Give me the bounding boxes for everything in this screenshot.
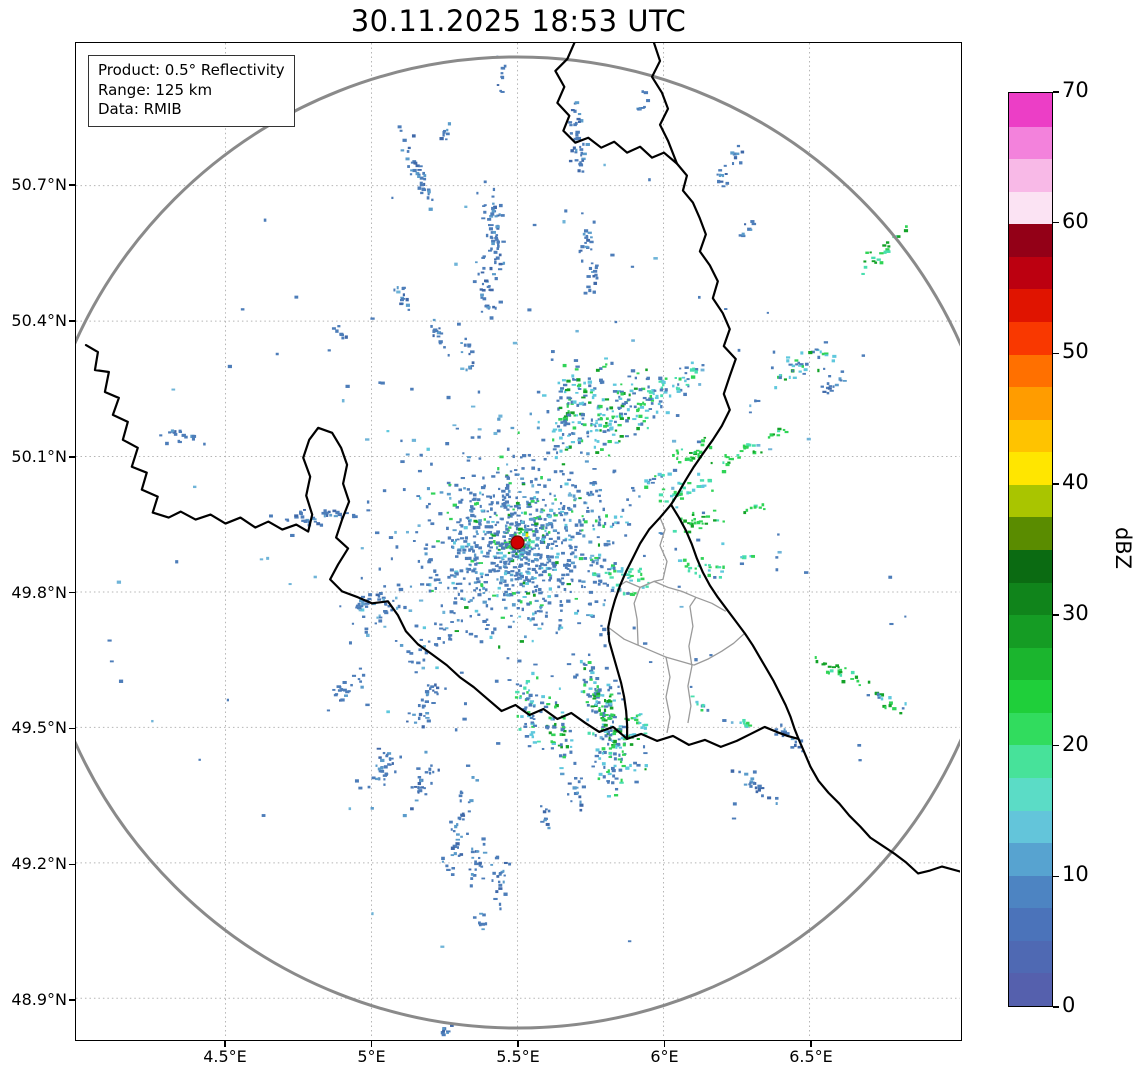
region-borders: [607, 517, 746, 734]
colorbar-band: [1009, 842, 1052, 876]
x-tick-mark: [663, 1041, 666, 1047]
chart-title: 30.11.2025 18:53 UTC: [350, 4, 687, 38]
y-tick-label: 50.7°N: [11, 175, 67, 195]
colorbar-band: [1009, 516, 1052, 550]
y-tick-label: 48.9°N: [11, 990, 67, 1010]
colorbar-band: [1009, 940, 1052, 974]
colorbar-band: [1009, 451, 1052, 485]
plot-area: Product: 0.5° Reflectivity Range: 125 km…: [75, 42, 962, 1041]
radar-location-marker: [510, 535, 525, 550]
info-range: Range: 125 km: [98, 80, 213, 99]
colorbar-band: [1009, 647, 1052, 681]
colorbar-band: [1009, 679, 1052, 713]
colorbar-tick-label: 40: [1062, 470, 1089, 495]
colorbar-tick-mark: [1053, 483, 1059, 485]
colorbar-band: [1009, 972, 1052, 1006]
y-tick-label: 50.1°N: [11, 446, 67, 466]
colorbar-tick-label: 30: [1062, 600, 1089, 625]
colorbar-tick-mark: [1053, 1006, 1059, 1008]
colorbar-band: [1009, 549, 1052, 583]
colorbar-label: dBZ: [1111, 526, 1135, 570]
gridlines: [76, 43, 960, 1039]
colorbar-band: [1009, 321, 1052, 355]
colorbar-tick-label: 50: [1062, 339, 1089, 364]
y-tick-label: 49.8°N: [11, 582, 67, 602]
colorbar-tick-label: 70: [1062, 78, 1089, 102]
info-source: Data: RMIB: [98, 100, 182, 118]
colorbar-tick-label: 20: [1062, 731, 1089, 756]
colorbar-tick-mark: [1053, 614, 1059, 616]
colorbar-tick-label: 0: [1062, 993, 1076, 1017]
colorbar-band: [1009, 484, 1052, 518]
x-tick-label: 5.5°E: [496, 1047, 540, 1066]
plot-canvas: [76, 43, 960, 1039]
x-tick-label: 6.5°E: [789, 1047, 833, 1066]
colorbar-band: [1009, 419, 1052, 453]
colorbar-band: [1009, 614, 1052, 648]
colorbar-tick-label: 60: [1062, 208, 1089, 233]
info-product: Product: 0.5° Reflectivity: [98, 61, 285, 79]
range-ring: [76, 55, 960, 1030]
colorbar-tick-mark: [1053, 744, 1059, 747]
y-tick-mark: [69, 727, 75, 730]
colorbar-band: [1009, 582, 1052, 616]
colorbar-tick-label: 10: [1062, 862, 1089, 887]
y-tick-mark: [69, 184, 75, 186]
y-tick-mark: [69, 999, 75, 1001]
colorbar-tick-mark: [1053, 352, 1059, 355]
colorbar-band: [1009, 712, 1052, 746]
colorbar-band: [1009, 93, 1052, 127]
colorbar-band: [1009, 386, 1052, 420]
y-tick-label: 49.5°N: [11, 718, 67, 738]
y-tick-label: 50.4°N: [11, 310, 67, 330]
colorbar-band: [1009, 126, 1052, 160]
x-tick-mark: [224, 1041, 226, 1047]
country-borders: [84, 43, 960, 875]
colorbar-band: [1009, 158, 1052, 192]
x-tick-mark: [810, 1041, 812, 1047]
y-tick-label: 49.2°N: [11, 854, 67, 874]
colorbar-band: [1009, 223, 1052, 257]
x-tick-label: 4.5°E: [203, 1047, 247, 1066]
y-tick-mark: [69, 863, 75, 866]
colorbar-band: [1009, 354, 1052, 388]
colorbar-band: [1009, 191, 1052, 225]
colorbar-band: [1009, 875, 1052, 909]
colorbar-band: [1009, 744, 1052, 778]
y-tick-mark: [69, 591, 75, 594]
x-tick-mark: [370, 1041, 373, 1047]
colorbar-band: [1009, 256, 1052, 290]
colorbar-band: [1009, 810, 1052, 844]
y-tick-mark: [69, 456, 75, 458]
colorbar-tick-mark: [1053, 875, 1059, 878]
x-tick-label: 6°E: [650, 1047, 679, 1066]
x-tick-mark: [517, 1041, 519, 1047]
colorbar-tick-mark: [1053, 91, 1059, 93]
radar-echoes: [107, 55, 909, 1037]
colorbar: [1008, 92, 1053, 1007]
y-tick-mark: [69, 320, 75, 322]
x-tick-label: 5°E: [357, 1047, 386, 1066]
colorbar-tick-mark: [1053, 221, 1059, 224]
colorbar-band: [1009, 777, 1052, 811]
colorbar-band: [1009, 288, 1052, 322]
info-box: Product: 0.5° Reflectivity Range: 125 km…: [88, 55, 295, 127]
colorbar-band: [1009, 907, 1052, 941]
